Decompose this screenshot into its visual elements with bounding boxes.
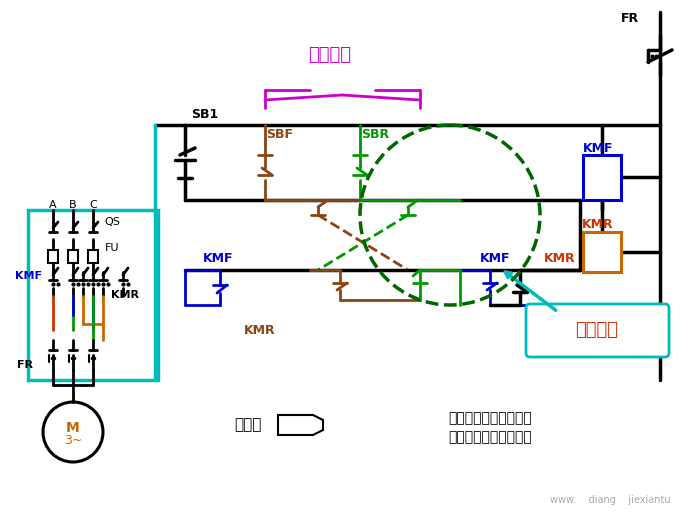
Text: 机械互锁（复合按钮）: 机械互锁（复合按钮） [448,411,532,425]
Text: 双保险: 双保险 [235,417,262,432]
FancyBboxPatch shape [583,232,621,272]
Text: SB1: SB1 [191,108,218,121]
Text: A: A [49,200,57,210]
Text: SBF: SBF [267,129,293,142]
Text: FU: FU [105,243,119,253]
Text: KMR: KMR [111,290,139,300]
Text: KMF: KMF [480,252,510,265]
Text: SBR: SBR [361,129,389,142]
Text: KMR: KMR [244,323,276,336]
Text: 电器互锁: 电器互锁 [575,321,618,339]
Text: www.    diang    jiexiantu: www. diang jiexiantu [550,495,670,505]
Text: KMR: KMR [544,252,576,265]
Text: 机械互锁: 机械互锁 [309,46,352,64]
FancyBboxPatch shape [583,155,621,200]
FancyBboxPatch shape [68,250,78,263]
FancyBboxPatch shape [48,250,58,263]
Text: FR: FR [621,11,639,24]
Text: KMR: KMR [582,217,614,230]
Text: B: B [69,200,77,210]
Text: QS: QS [104,217,120,227]
Text: 3~: 3~ [64,434,82,447]
Text: FR: FR [17,360,33,370]
FancyBboxPatch shape [526,304,669,357]
Text: M: M [66,421,80,435]
Text: C: C [89,200,97,210]
Text: KMF: KMF [15,271,41,281]
Text: KMF: KMF [202,252,233,265]
FancyBboxPatch shape [88,250,98,263]
Text: KMF: KMF [583,142,614,155]
Text: 电器互锁（互锁触头）: 电器互锁（互锁触头） [448,430,532,444]
